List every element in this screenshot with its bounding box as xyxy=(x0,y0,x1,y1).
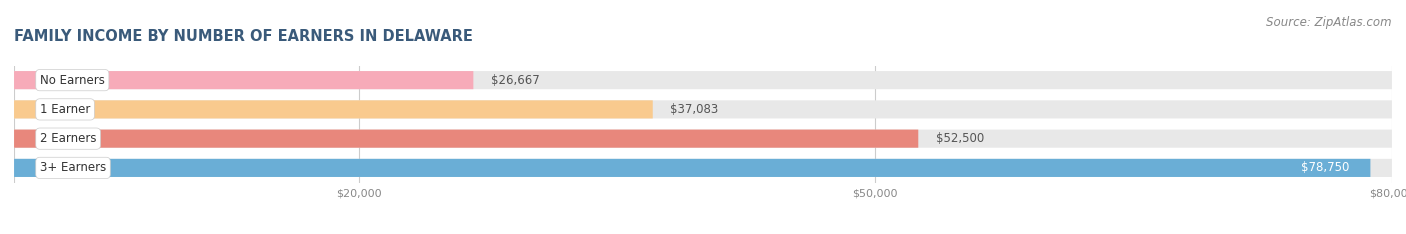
Text: 1 Earner: 1 Earner xyxy=(39,103,90,116)
FancyBboxPatch shape xyxy=(14,130,918,148)
FancyBboxPatch shape xyxy=(14,71,474,89)
FancyBboxPatch shape xyxy=(14,71,1392,89)
FancyBboxPatch shape xyxy=(14,159,1392,177)
Text: 2 Earners: 2 Earners xyxy=(39,132,97,145)
Text: $78,750: $78,750 xyxy=(1302,161,1350,174)
Text: $52,500: $52,500 xyxy=(935,132,984,145)
FancyBboxPatch shape xyxy=(14,100,1392,118)
Text: $26,667: $26,667 xyxy=(491,74,540,87)
FancyBboxPatch shape xyxy=(14,159,1371,177)
FancyBboxPatch shape xyxy=(14,130,1392,148)
Text: No Earners: No Earners xyxy=(39,74,105,87)
Text: $37,083: $37,083 xyxy=(671,103,718,116)
FancyBboxPatch shape xyxy=(14,100,652,118)
Text: Source: ZipAtlas.com: Source: ZipAtlas.com xyxy=(1267,16,1392,29)
Text: FAMILY INCOME BY NUMBER OF EARNERS IN DELAWARE: FAMILY INCOME BY NUMBER OF EARNERS IN DE… xyxy=(14,29,472,44)
Text: 3+ Earners: 3+ Earners xyxy=(39,161,105,174)
